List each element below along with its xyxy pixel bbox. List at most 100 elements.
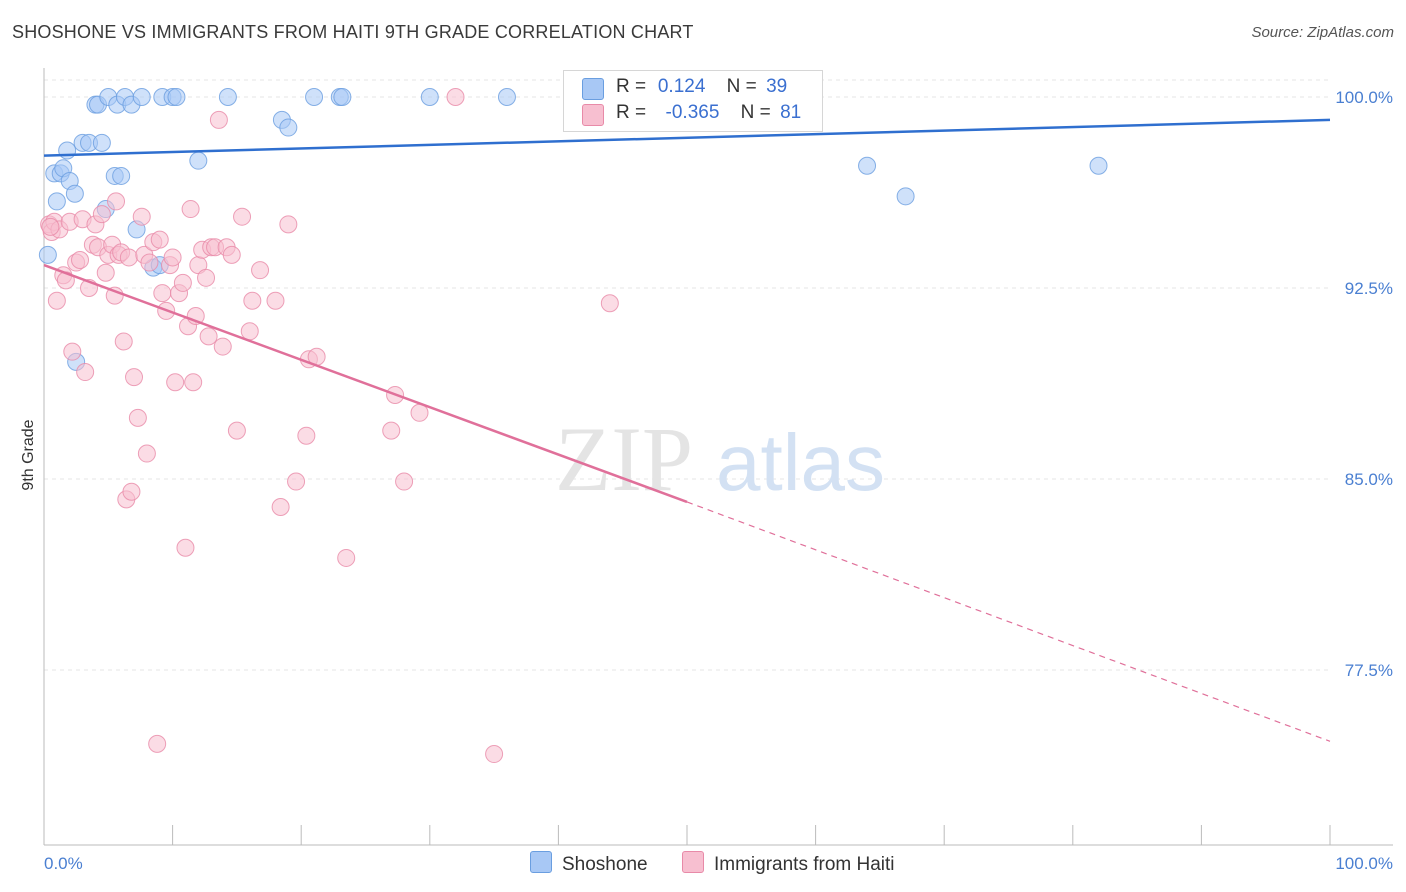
haiti-legend-swatch (682, 851, 704, 873)
source-credit: Source: ZipAtlas.com (1251, 24, 1394, 41)
point-haiti (41, 217, 60, 236)
point-shoshone (132, 88, 151, 106)
y-axis-label: 9th Grade (20, 419, 37, 490)
point-haiti (197, 268, 216, 287)
point-shoshone (896, 187, 915, 206)
point-haiti (600, 294, 619, 313)
point-haiti (184, 373, 203, 392)
legend-label-shoshone: Shoshone (562, 854, 648, 875)
shoshone-legend-swatch (530, 851, 552, 873)
point-shoshone (279, 118, 298, 137)
y-tick-label: 77.5% (1345, 661, 1393, 680)
y-tick-label: 100.0% (1335, 88, 1393, 107)
n-label: N = (726, 76, 757, 97)
legend-item-shoshone: Shoshone (530, 851, 648, 876)
point-haiti (233, 207, 252, 226)
point-haiti (163, 248, 182, 267)
point-shoshone (47, 192, 66, 211)
point-haiti (153, 284, 172, 303)
trend-line-haiti-extrapolated (686, 501, 1331, 742)
legend-item-haiti: Immigrants from Haiti (682, 851, 895, 876)
point-haiti (92, 205, 111, 224)
point-haiti (63, 342, 82, 361)
x-tick-label-max: 100.0% (1335, 854, 1393, 873)
chart-title: SHOSHONE VS IMMIGRANTS FROM HAITI 9TH GR… (12, 22, 694, 42)
point-haiti (209, 110, 228, 129)
point-haiti (213, 337, 232, 356)
n-value-haiti: 81 (780, 102, 802, 123)
point-haiti (132, 207, 151, 226)
point-shoshone (167, 88, 186, 106)
point-haiti (119, 248, 138, 267)
watermark-zip: ZIP (555, 408, 693, 510)
point-shoshone (497, 88, 516, 106)
r-label: R = (616, 76, 647, 97)
point-shoshone (65, 184, 84, 203)
point-haiti (71, 250, 90, 269)
point-haiti (166, 373, 185, 392)
n-label: N = (740, 102, 771, 123)
point-haiti (176, 538, 195, 557)
point-shoshone (218, 88, 237, 106)
point-haiti (266, 291, 285, 310)
stats-legend: R = 0.124 N = 39 R = -0.365 N = 81 (563, 70, 823, 132)
n-value-shoshone: 39 (766, 76, 788, 97)
point-haiti (485, 745, 504, 764)
point-haiti (148, 734, 167, 753)
point-shoshone (189, 151, 208, 170)
y-tick-label: 85.0% (1345, 470, 1393, 489)
point-haiti (107, 192, 126, 211)
point-haiti (199, 327, 218, 346)
watermark: ZIP atlas (555, 408, 885, 510)
point-shoshone (420, 88, 439, 106)
point-haiti (114, 332, 133, 351)
point-haiti (96, 263, 115, 282)
trend-line-shoshone (43, 118, 1331, 157)
point-shoshone (333, 88, 352, 106)
point-haiti (240, 322, 259, 341)
point-haiti (122, 482, 141, 501)
point-shoshone (305, 88, 324, 106)
point-shoshone (92, 133, 111, 152)
r-label: R = (616, 102, 647, 123)
watermark-atlas: atlas (716, 418, 885, 507)
point-shoshone (38, 245, 57, 264)
legend-label-haiti: Immigrants from Haiti (714, 854, 895, 875)
point-haiti (140, 253, 159, 272)
point-haiti (251, 261, 270, 280)
point-haiti (150, 230, 169, 249)
point-haiti (337, 548, 356, 567)
x-tick-label-min: 0.0% (44, 854, 83, 873)
gridlines (44, 79, 1330, 671)
point-haiti (125, 368, 144, 387)
point-haiti (287, 472, 306, 491)
haiti-swatch (582, 104, 604, 126)
point-haiti (271, 498, 290, 517)
point-haiti (382, 421, 401, 440)
shoshone-swatch (582, 78, 604, 100)
point-shoshone (58, 141, 77, 160)
trend-lines (43, 118, 1331, 742)
r-value-shoshone: 0.124 (657, 76, 706, 97)
point-haiti (395, 472, 414, 491)
r-value-haiti: -0.365 (665, 102, 720, 123)
tick-labels: 77.5% 85.0% 92.5% 100.0% 0.0% 100.0% (44, 88, 1393, 873)
point-haiti (297, 426, 316, 445)
point-haiti (222, 245, 241, 264)
point-shoshone (1089, 156, 1108, 175)
point-haiti (279, 215, 298, 234)
point-haiti (137, 444, 156, 463)
point-haiti (173, 273, 192, 292)
point-haiti (181, 200, 200, 219)
point-haiti (76, 363, 95, 382)
point-haiti (227, 421, 246, 440)
axes (43, 68, 1393, 846)
point-haiti (446, 88, 465, 106)
trend-line-haiti (43, 263, 688, 504)
point-shoshone (112, 166, 131, 185)
y-tick-label: 92.5% (1345, 279, 1393, 298)
point-haiti (47, 291, 66, 310)
point-haiti (128, 408, 147, 427)
point-shoshone (858, 156, 877, 175)
